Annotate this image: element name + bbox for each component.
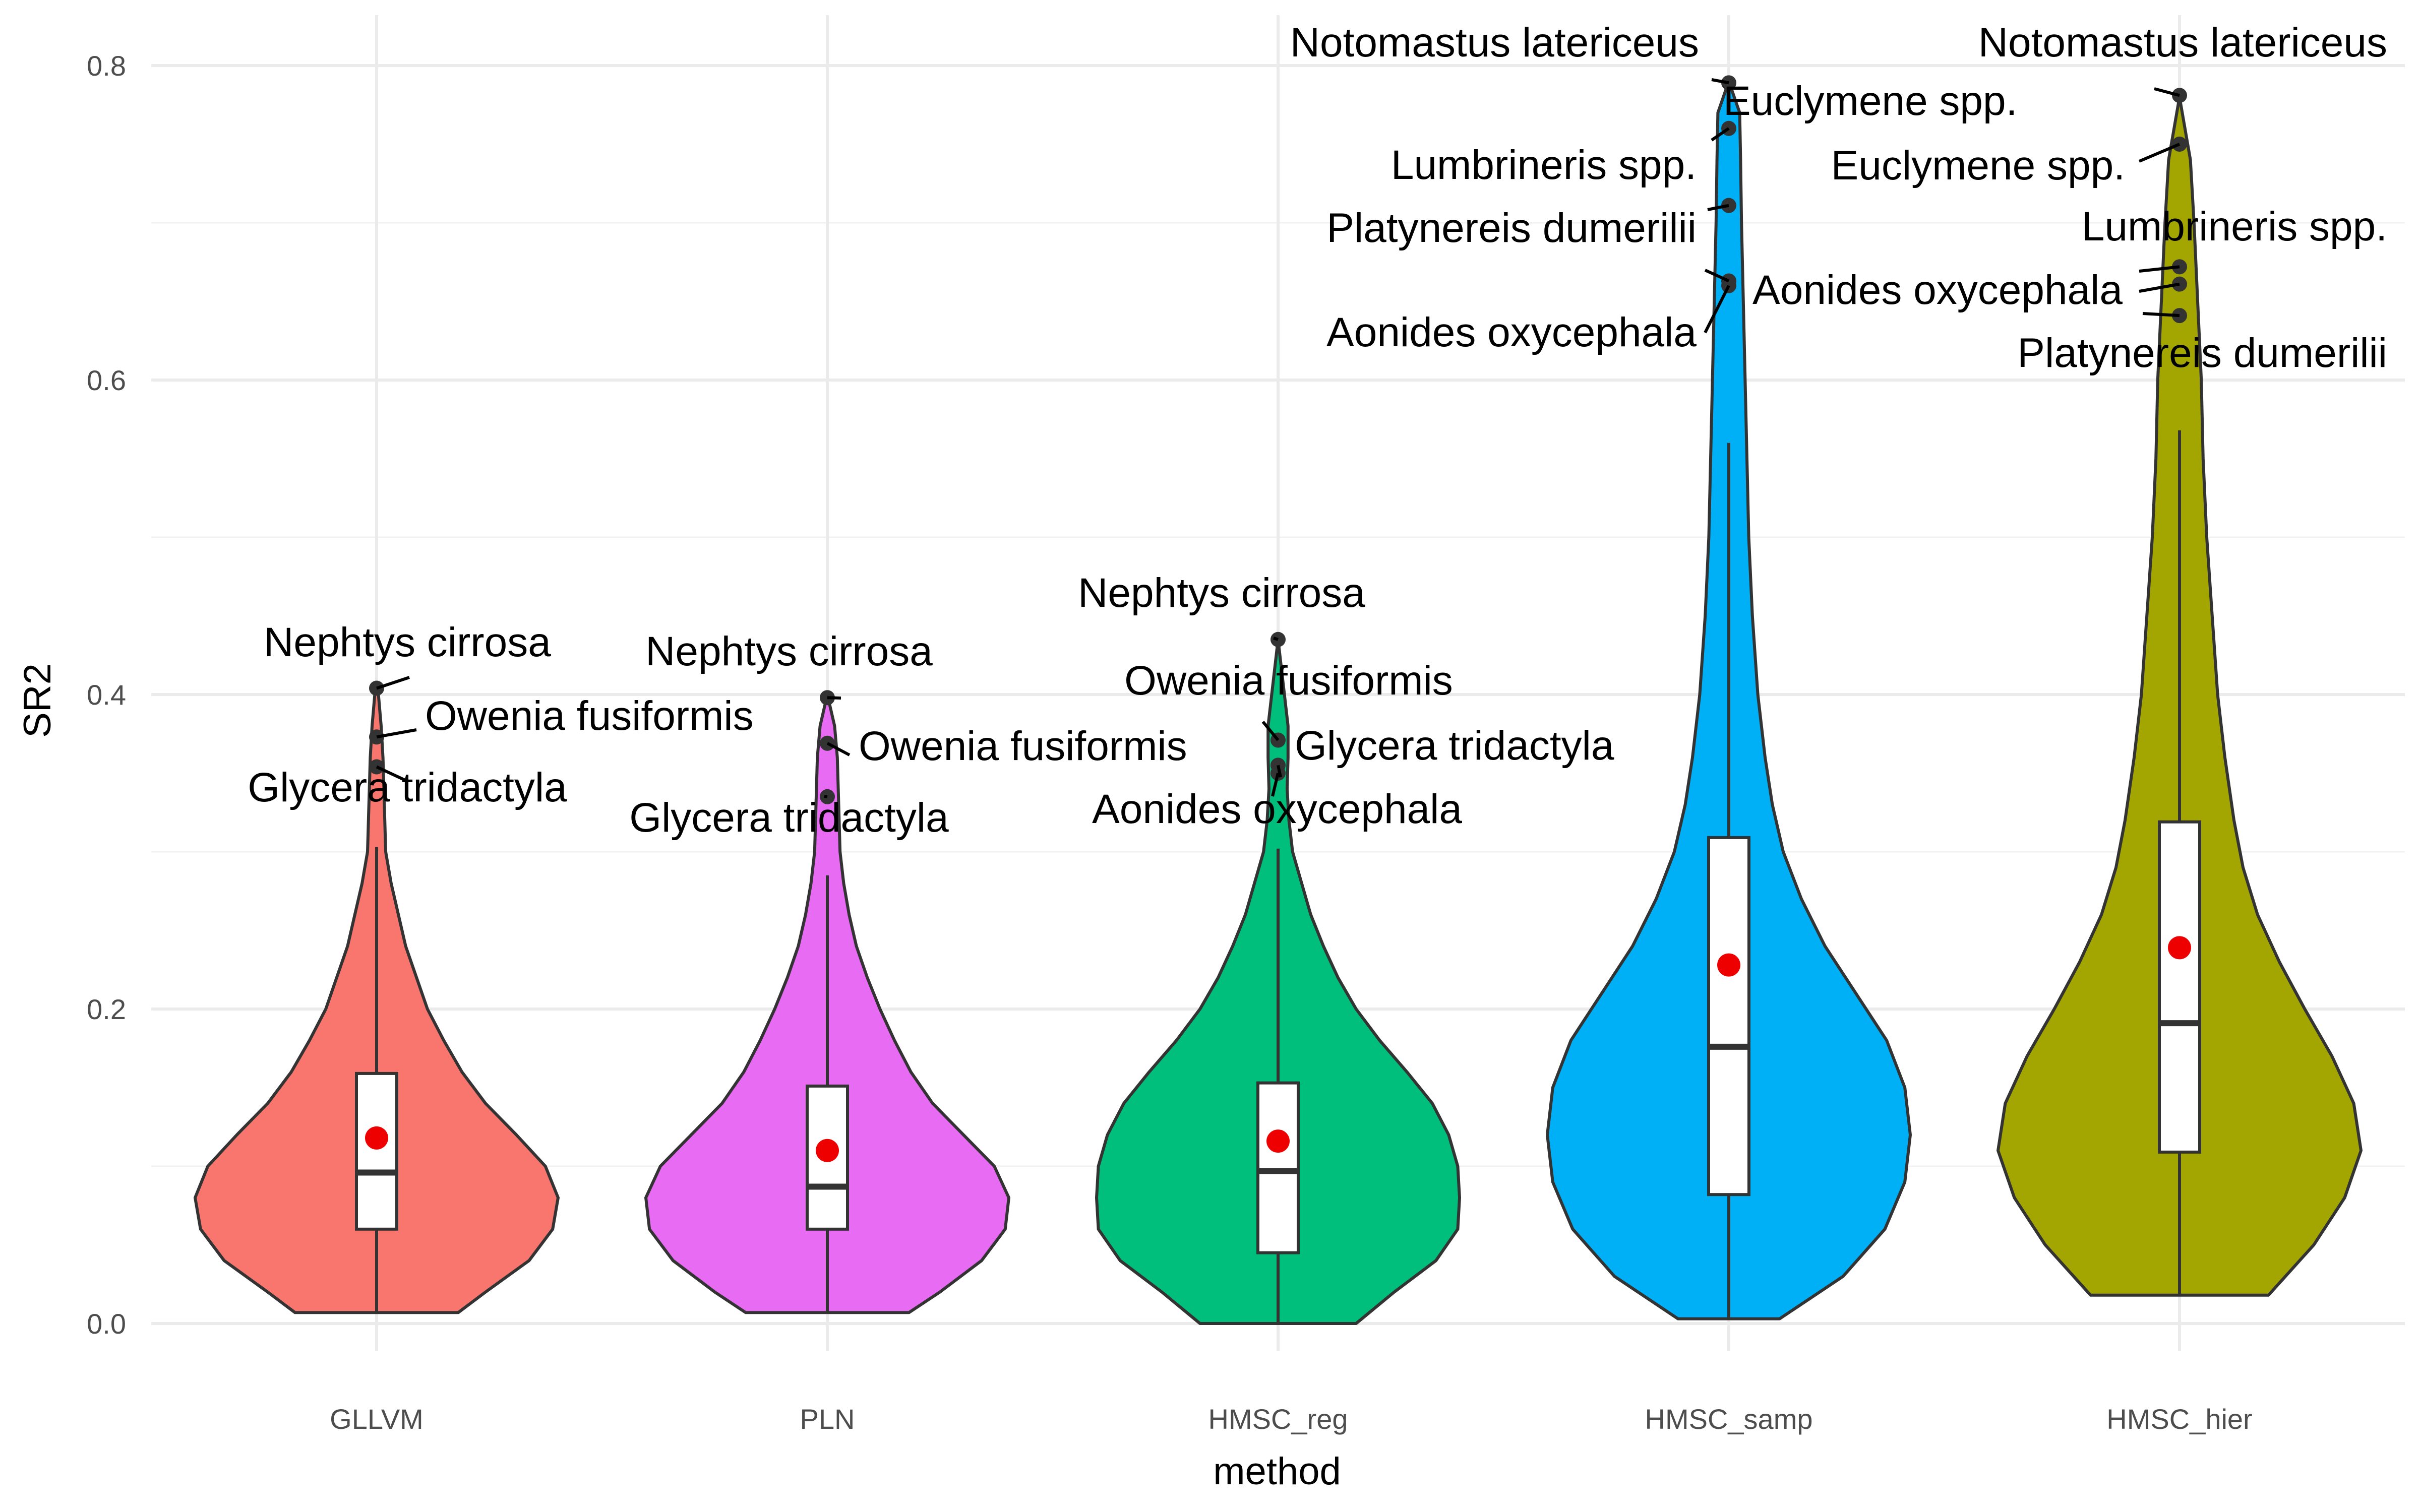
x-tick-label: PLN (800, 1403, 855, 1435)
y-axis-title: SR2 (16, 663, 59, 738)
annotation-leader-line (376, 728, 417, 739)
annotation-leader-line (826, 742, 851, 757)
annotation-label: Owenia fusiformis (425, 693, 754, 739)
annotation-leader-line (2139, 282, 2180, 293)
annotation-label: Platynereis dumerilii (2017, 330, 2387, 376)
y-tick-label: 0.2 (87, 993, 126, 1025)
y-tick-label: 0.4 (87, 679, 126, 711)
mean-point (365, 1126, 388, 1150)
annotation-label: Euclymene spp. (1723, 78, 2017, 124)
annotation-leader-line (824, 795, 828, 798)
annotation-label: Nephtys cirrosa (1078, 570, 1365, 616)
box-HMSC_reg (1256, 1081, 1300, 1254)
x-axis-title: method (1213, 1450, 1341, 1493)
annotation-label: Owenia fusiformis (1124, 658, 1453, 704)
mean-point (2168, 936, 2191, 960)
mean-point (1266, 1129, 1290, 1153)
annotation-label: Owenia fusiformis (859, 723, 1187, 769)
annotation-leader-line (376, 676, 410, 690)
annotation-leader-line (1271, 773, 1280, 797)
y-tick-label: 0.8 (87, 50, 126, 82)
annotation-leader-line (2139, 265, 2180, 273)
box-HMSC_hier (2158, 820, 2201, 1154)
annotation-leader-line (2138, 143, 2181, 163)
annotation-label: Lumbrineris spp. (1391, 142, 1697, 188)
mean-point (1717, 953, 1740, 977)
annotation-label: Glycera tridactyla (1295, 723, 1614, 769)
box-HMSC_samp (1707, 836, 1750, 1196)
annotation-leader-line (2142, 312, 2180, 318)
annotation-leader-line (1273, 637, 1279, 641)
x-tick-label: HMSC_reg (1208, 1403, 1348, 1435)
annotation-label: Glycera tridactyla (248, 765, 567, 810)
box-GLLVM (355, 1072, 398, 1231)
annotation-label: Nephtys cirrosa (645, 628, 933, 674)
annotation-label: Platynereis dumerilii (1326, 205, 1697, 251)
annotation-leader-line (1277, 765, 1282, 778)
annotation-label: Aonides oxycephala (1092, 786, 1462, 832)
x-tick-label: HMSC_hier (2106, 1403, 2252, 1435)
annotation-label: Glycera tridactyla (629, 795, 949, 841)
axes: method SR2 0.0 0.2 0.4 0.6 0.8 GLLVM PLN HMSC_r… (16, 50, 2253, 1493)
annotation-leader-line (1711, 78, 1729, 85)
annotation-label: Notomastus latericeus (1978, 20, 2387, 66)
annotation-label: Lumbrineris spp. (2082, 204, 2387, 249)
annotation-leader-line (1261, 721, 1280, 741)
annotation-label: Aonides oxycephala (1752, 267, 2123, 313)
annotation-label: Euclymene spp. (1831, 143, 2125, 188)
annotation-leader-line (1704, 269, 1730, 283)
annotation-leader-line (1711, 127, 1730, 142)
annotation-leader-line (2154, 87, 2180, 97)
x-tick-label: HMSC_samp (1645, 1403, 1813, 1435)
annotation-label: Nephtys cirrosa (264, 619, 551, 665)
annotation-leader-line (376, 765, 408, 783)
y-tick-label: 0.6 (87, 364, 126, 396)
annotation-layer: Nephtys cirrosa Owenia fusiformis Glycera … (248, 20, 2387, 841)
x-tick-label: GLLVM (330, 1403, 424, 1435)
annotation-leader-line (1704, 285, 1730, 334)
annotation-label: Notomastus latericeus (1290, 20, 1699, 66)
y-tick-label: 0.0 (87, 1308, 126, 1340)
annotation-leader-line (1707, 204, 1729, 211)
mean-point (816, 1139, 839, 1162)
point-layer (365, 75, 2191, 1162)
annotation-label: Aonides oxycephala (1326, 309, 1697, 355)
